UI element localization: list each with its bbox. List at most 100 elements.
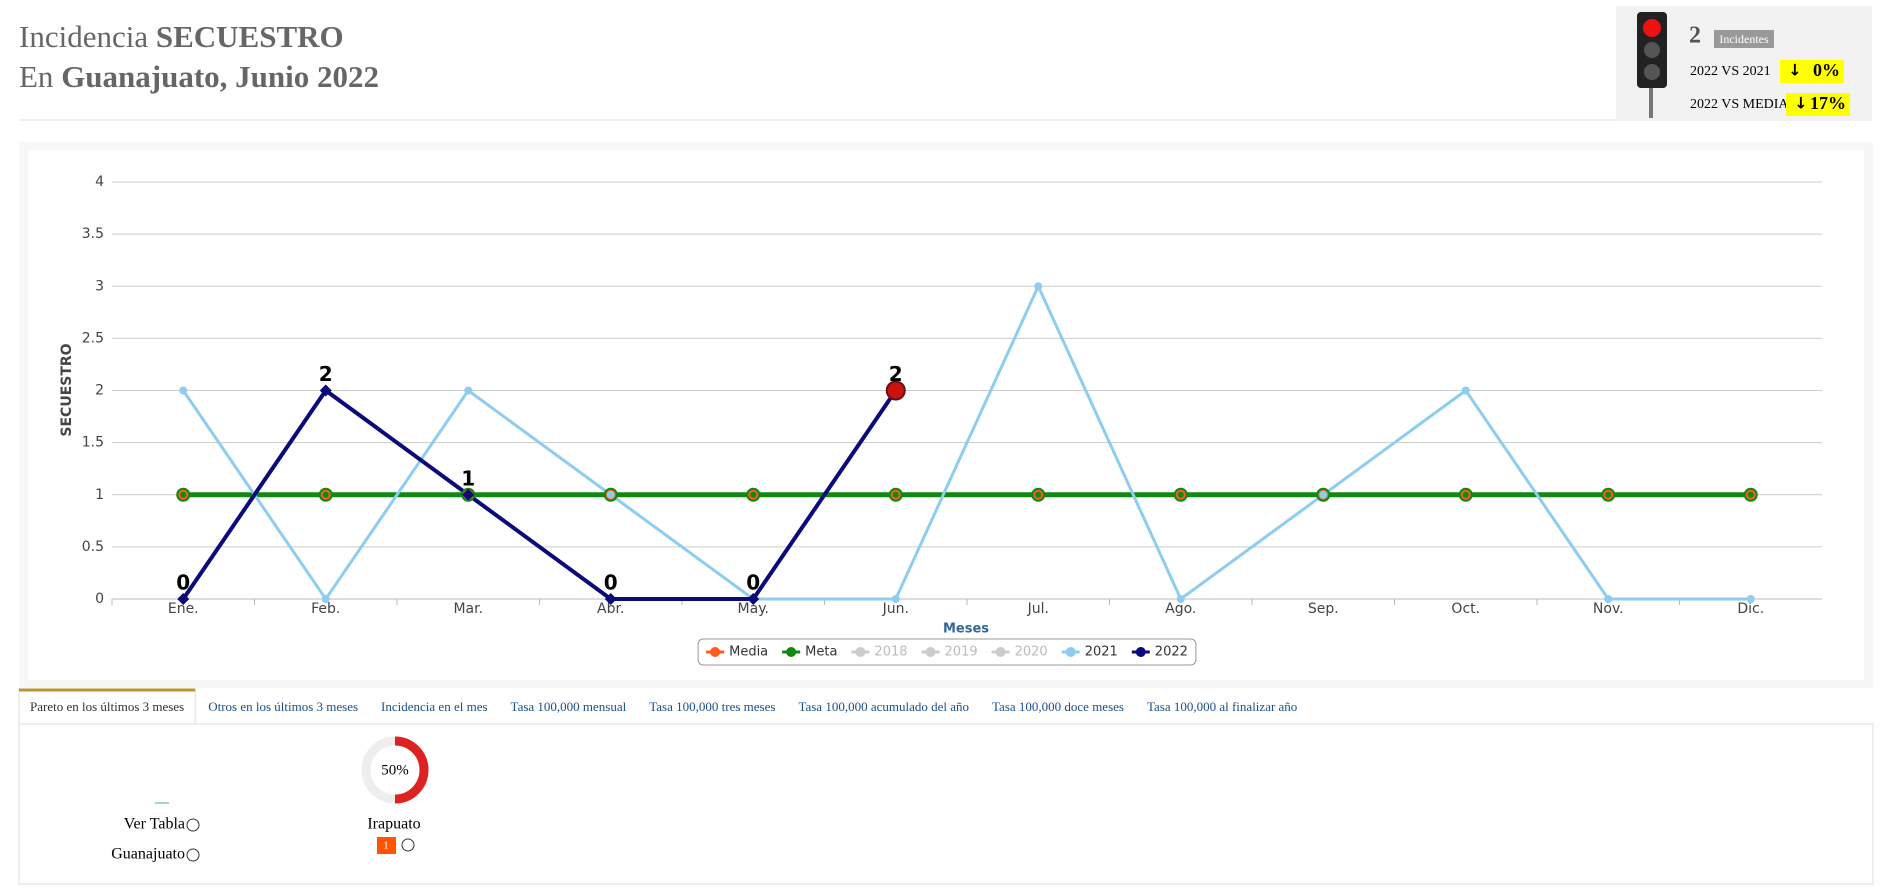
x-tick-label: May. bbox=[738, 601, 769, 617]
marker bbox=[1177, 491, 1184, 498]
header-text: Incidencia bbox=[19, 19, 148, 54]
tab[interactable]: Incidencia en el mes bbox=[381, 699, 487, 714]
legend-label: 2022 bbox=[1155, 645, 1188, 660]
tab[interactable]: Tasa 100,000 acumulado del año bbox=[798, 699, 969, 714]
marker bbox=[1461, 386, 1470, 395]
data-label: 0 bbox=[176, 571, 190, 595]
kpi-count: 2 bbox=[1689, 23, 1701, 49]
marker bbox=[177, 593, 190, 605]
data-label: 2 bbox=[319, 362, 333, 386]
tab-bar: Pareto en los últimos 3 meses Otros en lo… bbox=[18, 688, 1297, 725]
x-tick-label: Mar. bbox=[453, 601, 483, 617]
x-tick-label: Ene. bbox=[168, 601, 199, 617]
marker bbox=[321, 595, 330, 603]
marker bbox=[1605, 491, 1612, 498]
legend-item[interactable]: Media bbox=[706, 645, 768, 660]
marker bbox=[892, 491, 899, 498]
y-tick-label: 1.5 bbox=[82, 435, 104, 451]
header-text: SECUESTRO bbox=[156, 19, 344, 54]
donut-label: 50% bbox=[381, 762, 409, 778]
chart-area bbox=[28, 150, 1864, 680]
y-tick-label: 0 bbox=[95, 591, 104, 607]
legend-symbol bbox=[710, 647, 721, 657]
plot: 0 0.5 1 1.5 2 2.5 3 3.5 4 Ene. Feb. Mar. Abr. May. Jun… bbox=[82, 174, 1822, 617]
legend-label: 2018 bbox=[874, 645, 907, 660]
legend-label: 2019 bbox=[945, 645, 978, 660]
x-axis-label: Meses bbox=[943, 622, 989, 637]
x-tick-label: Jun. bbox=[882, 601, 909, 617]
link[interactable]: Ver Tabla bbox=[124, 816, 185, 833]
legend-item[interactable]: 2020 bbox=[991, 645, 1048, 660]
series-line bbox=[181, 387, 898, 601]
marker bbox=[464, 386, 473, 395]
legend-item[interactable]: Meta bbox=[782, 645, 837, 660]
legend-symbol bbox=[995, 647, 1006, 657]
kpi-count-label: Incidentes bbox=[1719, 32, 1769, 46]
header-line2: En Guanajuato, Junio 2022 bbox=[19, 59, 379, 94]
marker bbox=[1034, 282, 1043, 291]
y-tick-label: 0.5 bbox=[82, 539, 104, 555]
tab[interactable]: Otros en los últimos 3 meses bbox=[208, 699, 358, 714]
city: Irapuato bbox=[367, 816, 420, 833]
tab[interactable]: Tasa 100,000 al finalizar año bbox=[1147, 699, 1297, 714]
header-text: En bbox=[19, 59, 54, 94]
legend-symbol bbox=[1065, 647, 1076, 657]
kpi-change-box bbox=[1786, 93, 1850, 116]
legend-label: Media bbox=[729, 645, 768, 660]
data-label: 0 bbox=[746, 571, 760, 595]
light-off bbox=[1644, 42, 1660, 58]
marker bbox=[1176, 595, 1185, 603]
tab[interactable]: Pareto en los últimos 3 meses bbox=[30, 699, 184, 714]
y-tick-label: 3.5 bbox=[82, 226, 104, 242]
marker bbox=[1747, 491, 1754, 498]
count: 1 bbox=[383, 840, 389, 852]
marker bbox=[1604, 595, 1613, 603]
legend-item[interactable]: 2021 bbox=[1061, 645, 1118, 660]
kpi-row-label: 2022 VS 2021 bbox=[1690, 64, 1771, 79]
tab[interactable]: Tasa 100,000 mensual bbox=[511, 699, 627, 714]
legend-item[interactable]: 2018 bbox=[851, 645, 908, 660]
data-label: 2 bbox=[889, 362, 903, 386]
marker bbox=[322, 491, 329, 498]
data-label: 1 bbox=[461, 466, 475, 490]
legend-symbol bbox=[1135, 647, 1146, 657]
tab-panel bbox=[18, 723, 1874, 885]
kpi-change-box bbox=[1780, 60, 1844, 83]
legend-item[interactable]: 2022 bbox=[1131, 645, 1188, 660]
x-tick-label: Dic. bbox=[1737, 601, 1764, 617]
marker bbox=[319, 384, 332, 397]
legend: Media Meta 2018 2019 2020 2021 2022 bbox=[697, 638, 1197, 666]
header-text: Guanajuato, Junio 2022 bbox=[61, 59, 379, 94]
x-tick-label: Feb. bbox=[311, 601, 340, 617]
marker bbox=[606, 490, 615, 499]
marker bbox=[885, 380, 906, 401]
legend-box bbox=[697, 638, 1197, 666]
tab[interactable]: Tasa 100,000 doce meses bbox=[992, 699, 1124, 714]
link[interactable]: Guanajuato bbox=[111, 846, 185, 863]
tab[interactable]: Tasa 100,000 tres meses bbox=[649, 699, 775, 714]
kpi-change: 17% bbox=[1810, 93, 1846, 113]
y-tick-label: 3 bbox=[95, 278, 104, 294]
y-tick-label: 1 bbox=[95, 487, 104, 503]
x-tick-label: Oct. bbox=[1451, 601, 1480, 617]
arrow-down: ↓ bbox=[1788, 61, 1801, 80]
marker bbox=[1746, 595, 1755, 603]
kpi-change: 0% bbox=[1813, 60, 1840, 80]
link-icon[interactable] bbox=[186, 818, 200, 832]
y-tick-label: 2 bbox=[95, 383, 104, 399]
legend-item[interactable]: 2019 bbox=[921, 645, 978, 660]
marker bbox=[462, 488, 475, 501]
marker bbox=[1319, 490, 1328, 499]
legend-symbol bbox=[855, 647, 866, 657]
tab-active bbox=[18, 689, 196, 725]
count-badge bbox=[377, 837, 396, 854]
donut-arc bbox=[394, 736, 429, 804]
legend-label: Meta bbox=[805, 645, 837, 660]
light-pole bbox=[1649, 62, 1653, 118]
link-icon[interactable] bbox=[401, 838, 415, 852]
link-icon[interactable] bbox=[186, 848, 200, 862]
x-tick-label: Abr. bbox=[597, 601, 624, 617]
header-line1: Incidencia SECUESTRO bbox=[19, 19, 344, 54]
data-label: 0 bbox=[604, 571, 618, 595]
